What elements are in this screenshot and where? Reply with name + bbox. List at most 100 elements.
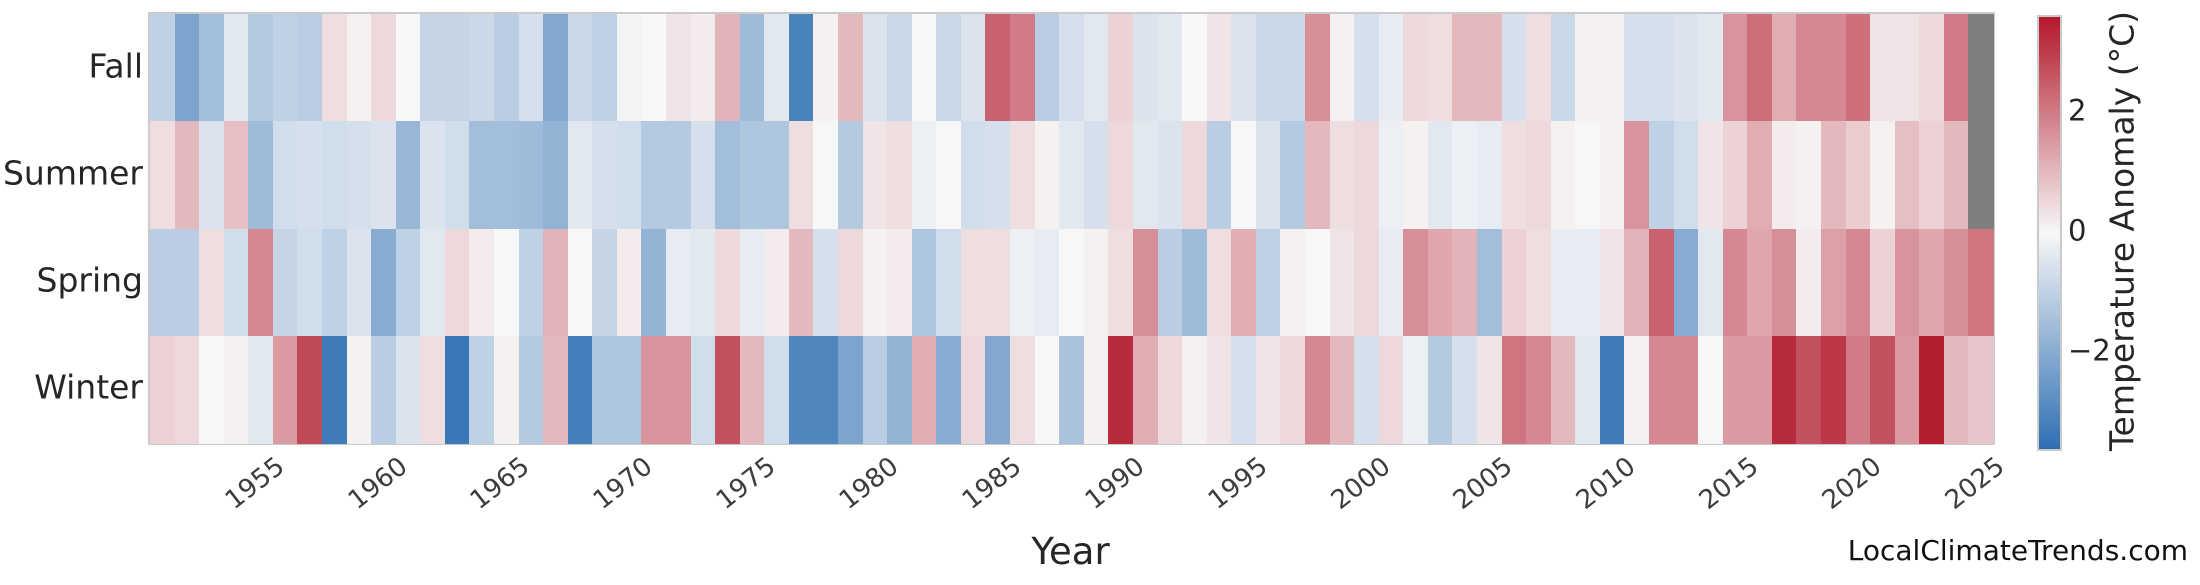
heatmap-cell: [371, 228, 397, 337]
heatmap-cell: [1526, 14, 1552, 122]
heatmap-cell: [1132, 228, 1159, 337]
heatmap-cell: [395, 14, 421, 122]
heatmap: [148, 12, 1995, 445]
heatmap-cell: [1796, 335, 1822, 444]
x-tick-label: 1990: [1079, 451, 1151, 516]
heatmap-cell: [1034, 335, 1060, 444]
heatmap-cell: [1452, 335, 1478, 444]
heatmap-cell: [395, 121, 421, 230]
heatmap-cell: [911, 14, 937, 122]
heatmap-cell: [1501, 14, 1527, 122]
heatmap-cell: [1894, 14, 1920, 122]
heatmap-cell: [1722, 335, 1748, 444]
heatmap-cell: [1747, 121, 1773, 230]
heatmap-cell: [1747, 335, 1773, 444]
heatmap-cell: [1722, 14, 1748, 122]
heatmap-cell: [199, 14, 225, 122]
heatmap-cell: [248, 121, 274, 230]
heatmap-cell: [592, 335, 618, 444]
heatmap-cell: [1698, 335, 1724, 444]
heatmap-cell: [1894, 121, 1920, 230]
heatmap-cell: [1575, 228, 1601, 337]
heatmap-cell: [1820, 14, 1847, 122]
heatmap-cell: [1526, 228, 1552, 337]
x-tick-label: 2020: [1816, 451, 1888, 516]
heatmap-cell: [248, 14, 274, 122]
heatmap-cell: [272, 121, 299, 230]
heatmap-cell: [838, 14, 864, 122]
x-tick-label: 2015: [1693, 451, 1765, 516]
heatmap-cell: [715, 335, 741, 444]
heatmap-cell: [1476, 335, 1503, 444]
heatmap-cell: [395, 228, 421, 337]
heatmap-cell: [616, 14, 643, 122]
heatmap-cell: [1599, 14, 1625, 122]
heatmap-cell: [1255, 228, 1281, 337]
heatmap-cell: [150, 121, 176, 230]
heatmap-cell: [1083, 14, 1109, 122]
heatmap-cell: [887, 14, 913, 122]
heatmap-cell: [469, 228, 495, 337]
heatmap-cell: [1452, 14, 1478, 122]
heatmap-cell: [985, 121, 1011, 230]
heatmap-cell: [1673, 228, 1699, 337]
heatmap-cell: [641, 335, 667, 444]
heatmap-cell: [1722, 228, 1748, 337]
x-tick-label: 2005: [1448, 451, 1519, 516]
colorbar-gradient: [2039, 17, 2060, 449]
heatmap-cell: [1648, 14, 1675, 122]
heatmap-cell: [1796, 228, 1822, 337]
heatmap-cell: [1231, 335, 1257, 444]
heatmap-cell: [1845, 14, 1871, 122]
heatmap-cell: [1722, 121, 1748, 230]
heatmap-cell: [1943, 335, 1970, 444]
heatmap-cell: [1280, 335, 1306, 444]
heatmap-cell: [174, 335, 200, 444]
x-tick-label: 1960: [342, 451, 413, 516]
heatmap-cell: [1575, 121, 1601, 230]
heatmap-cell: [592, 228, 618, 337]
heatmap-cell: [444, 335, 471, 444]
heatmap-cell: [444, 228, 471, 337]
heatmap-cell: [1870, 335, 1896, 444]
heatmap-cell: [543, 121, 569, 230]
heatmap-cell: [420, 14, 446, 122]
heatmap-cell: [297, 14, 323, 122]
heatmap-cell: [788, 335, 815, 444]
heatmap-cell: [1182, 121, 1208, 230]
heatmap-cell: [1255, 121, 1281, 230]
heatmap-cell: [518, 335, 544, 444]
heatmap-cell: [1354, 14, 1380, 122]
heatmap-cell: [1280, 121, 1306, 230]
heatmap-cell: [1378, 335, 1404, 444]
colorbar: [2037, 15, 2062, 451]
heatmap-cell: [616, 121, 643, 230]
heatmap-cell: [715, 228, 741, 337]
heatmap-cell: [1108, 121, 1134, 230]
heatmap-cell: [248, 335, 274, 444]
heatmap-cell: [666, 228, 692, 337]
heatmap-cell: [1771, 335, 1797, 444]
heatmap-cell: [1575, 335, 1601, 444]
heatmap-cell: [174, 14, 200, 122]
heatmap-cell: [1698, 228, 1724, 337]
heatmap-cell: [1919, 14, 1945, 122]
heatmap-cell: [592, 121, 618, 230]
heatmap-cell: [788, 14, 815, 122]
heatmap-cell: [444, 121, 471, 230]
heatmap-cell: [1550, 14, 1576, 122]
heatmap-cell: [1354, 335, 1380, 444]
heatmap-cell: [960, 14, 987, 122]
heatmap-cell: [223, 228, 249, 337]
heatmap-cell: [739, 14, 765, 122]
heatmap-cell: [592, 14, 618, 122]
heatmap-cell: [1403, 228, 1429, 337]
row-label-spring: Spring: [36, 260, 144, 300]
heatmap-cell: [1304, 335, 1331, 444]
heatmap-cell: [322, 121, 348, 230]
heatmap-cell: [1206, 121, 1232, 230]
heatmap-cell: [1771, 14, 1797, 122]
heatmap-cell: [1206, 228, 1232, 337]
heatmap-cell: [1747, 228, 1773, 337]
heatmap-cell: [1132, 121, 1159, 230]
